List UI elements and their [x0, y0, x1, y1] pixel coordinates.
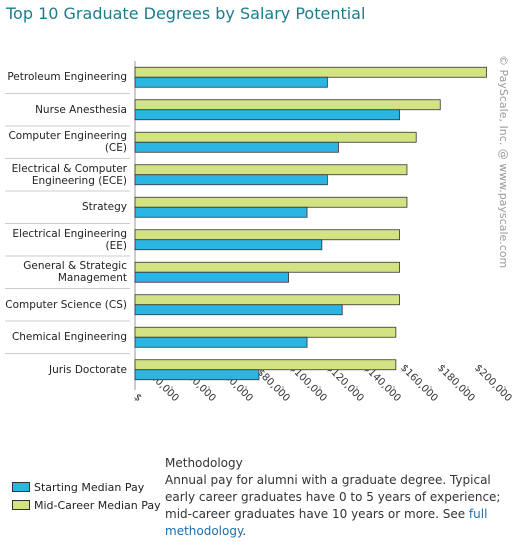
- bar: [134, 229, 400, 241]
- bar: [134, 76, 328, 88]
- legend-swatch: [12, 500, 30, 510]
- category-label: Juris Doctorate: [49, 363, 127, 376]
- bar: [134, 294, 400, 306]
- category-label: Electrical & Computer Engineering (ECE): [11, 162, 127, 187]
- bar: [134, 109, 400, 121]
- legend-label: Mid-Career Median Pay: [34, 499, 161, 512]
- methodology-text: Annual pay for alumni with a graduate de…: [165, 473, 501, 521]
- bar: [134, 359, 397, 371]
- bar: [134, 196, 408, 208]
- bar: [134, 66, 487, 78]
- bar: [134, 271, 289, 283]
- bar: [134, 131, 417, 143]
- bar: [134, 141, 339, 153]
- chart-title: Top 10 Graduate Degrees by Salary Potent…: [6, 4, 366, 23]
- bar: [134, 239, 323, 251]
- category-label: General & Strategic Management: [23, 260, 127, 285]
- bar: [134, 261, 400, 273]
- category-label: Electrical Engineering (EE): [12, 227, 127, 252]
- category-label: Computer Science (CS): [5, 298, 127, 311]
- methodology-link[interactable]: full methodology: [165, 507, 488, 538]
- bar: [134, 369, 260, 381]
- category-label: Strategy: [82, 201, 127, 214]
- watermark: © PayScale, Inc. @ www.payscale.com: [497, 55, 510, 268]
- legend-label: Starting Median Pay: [34, 481, 145, 494]
- category-label: Chemical Engineering: [11, 331, 127, 344]
- legend-swatch: [12, 482, 30, 492]
- bar: [134, 304, 343, 316]
- bar: [134, 99, 441, 111]
- x-tick-label: $80,000: [255, 367, 292, 404]
- bar: [134, 326, 397, 338]
- category-label: Petroleum Engineering: [7, 71, 127, 84]
- bar: [134, 206, 308, 218]
- legend-entry: Mid-Career Median Pay: [12, 499, 161, 512]
- legend-entry: Starting Median Pay: [12, 481, 144, 494]
- bar: [134, 174, 328, 186]
- x-tick-label: $160,000: [398, 363, 440, 405]
- methodology: Methodology Annual pay for alumni with a…: [165, 455, 515, 540]
- x-tick-label: $: [131, 392, 143, 404]
- category-label: Nurse Anesthesia: [35, 103, 127, 116]
- category-label: Computer Engineering (CE): [8, 130, 127, 155]
- x-tick-label: $200,000: [472, 363, 514, 405]
- bar: [134, 164, 408, 176]
- methodology-title: Methodology: [165, 456, 243, 470]
- bar: [134, 336, 308, 348]
- methodology-text-end: .: [242, 524, 247, 538]
- x-tick-label: $180,000: [435, 363, 477, 405]
